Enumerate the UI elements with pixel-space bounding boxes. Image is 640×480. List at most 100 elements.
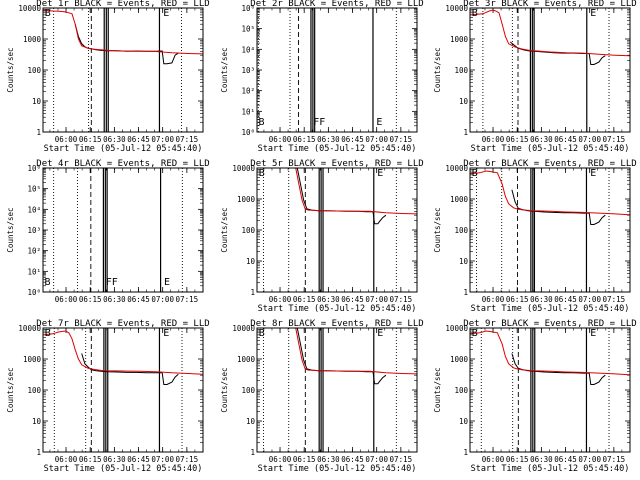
- y-tick-label: 1000: [450, 35, 469, 44]
- y-tick-label: 100: [241, 386, 255, 395]
- x-tick-label: 06:00: [55, 455, 78, 464]
- panel-det-9: Det 9r BLACK = Events, RED = LLD Counts/s…: [433, 319, 637, 474]
- y-tick-label: 100: [454, 386, 468, 395]
- y-axis-label: Counts/sec: [6, 47, 15, 92]
- marker-label: B: [44, 277, 50, 288]
- marker-label: E: [163, 328, 169, 339]
- x-tick-label: 06:00: [269, 135, 292, 144]
- panel-title: Det 9r BLACK = Events, RED = LLD: [463, 319, 636, 329]
- plot-frame: [42, 167, 204, 293]
- marker-label: B: [472, 328, 478, 339]
- series-lld-line: [42, 330, 203, 375]
- plot-frame: [42, 7, 204, 133]
- y-tick-label: 10: [459, 417, 469, 426]
- y-tick-label: 1: [250, 288, 255, 297]
- x-tick-label: 06:45: [341, 295, 364, 304]
- series-lld-line: [469, 9, 630, 57]
- x-axis-label: Start Time (05-Jul-12 05:45:40): [258, 144, 417, 154]
- panel-title: Det 5r BLACK = Events, RED = LLD: [250, 159, 423, 169]
- panel-title: Det 6r BLACK = Events, RED = LLD: [463, 159, 636, 169]
- marker-label: E: [590, 168, 596, 179]
- series-events-line: [81, 353, 179, 385]
- y-tick-label: 10: [246, 257, 256, 266]
- x-tick-label: 07:15: [176, 295, 199, 304]
- x-tick-label: 07:15: [603, 455, 626, 464]
- x-tick-label: 06:15: [293, 455, 316, 464]
- y-tick-label: 10000: [232, 324, 255, 333]
- x-tick-label: 06:15: [293, 295, 316, 304]
- series-lld-line: [295, 327, 417, 375]
- marker-label: FF: [106, 277, 118, 288]
- y-axis-label: Counts/sec: [220, 207, 229, 252]
- x-tick-label: 07:00: [365, 135, 388, 144]
- x-tick-label: 07:00: [578, 135, 601, 144]
- plot-frame: [469, 7, 631, 133]
- y-axis-label: Counts/sec: [6, 207, 15, 252]
- y-tick-label: 1: [463, 448, 468, 457]
- x-axis-label: Start Time (05-Jul-12 05:45:40): [258, 304, 417, 314]
- x-tick-label: 06:45: [127, 135, 150, 144]
- marker-label: B: [259, 168, 265, 179]
- y-tick-label: 10⁴: [27, 205, 41, 214]
- y-tick-label: 10⁴: [241, 45, 255, 54]
- panel-title: Det 3r BLACK = Events, RED = LLD: [463, 0, 636, 9]
- x-tick-label: 07:00: [151, 295, 174, 304]
- series-lld-line: [42, 9, 203, 55]
- y-tick-label: 10¹: [27, 267, 41, 276]
- y-tick-label: 10000: [445, 164, 468, 173]
- y-tick-label: 100: [27, 386, 41, 395]
- x-axis-label: Start Time (05-Jul-12 05:45:40): [44, 144, 203, 154]
- x-tick-label: 06:00: [269, 295, 292, 304]
- x-tick-label: 06:30: [530, 295, 553, 304]
- y-tick-label: 1: [250, 448, 255, 457]
- y-tick-label: 1000: [237, 355, 256, 364]
- x-tick-label: 07:15: [603, 135, 626, 144]
- x-tick-label: 07:15: [390, 455, 413, 464]
- plot-frame: [469, 167, 631, 293]
- x-tick-label: 07:15: [176, 455, 199, 464]
- x-axis-label: Start Time (05-Jul-12 05:45:40): [471, 304, 630, 314]
- x-tick-label: 06:45: [341, 455, 364, 464]
- y-tick-label: 10³: [27, 226, 41, 235]
- y-tick-label: 1: [36, 128, 41, 137]
- marker-label: E: [377, 168, 383, 179]
- marker-label: E: [590, 328, 596, 339]
- series-lld-line: [295, 167, 417, 215]
- y-tick-label: 10¹: [241, 107, 255, 116]
- marker-label: B: [45, 328, 51, 339]
- panel-det-5: Det 5r BLACK = Events, RED = LLD Counts/s…: [220, 159, 424, 314]
- x-tick-label: 07:00: [151, 455, 174, 464]
- x-axis-label: Start Time (05-Jul-12 05:45:40): [471, 144, 630, 154]
- panel-title: Det 7r BLACK = Events, RED = LLD: [36, 319, 209, 329]
- y-tick-label: 10000: [18, 324, 41, 333]
- y-tick-label: 10000: [18, 4, 41, 13]
- x-tick-label: 07:00: [365, 455, 388, 464]
- x-tick-label: 06:15: [506, 455, 529, 464]
- panel-title: Det 2r BLACK = Events, RED = LLD: [250, 0, 423, 9]
- x-tick-label: 06:00: [482, 135, 505, 144]
- y-tick-label: 10²: [27, 247, 41, 256]
- x-tick-label: 06:30: [530, 455, 553, 464]
- y-tick-label: 10000: [445, 4, 468, 13]
- panel-title: Det 8r BLACK = Events, RED = LLD: [250, 319, 423, 329]
- x-tick-label: 06:00: [55, 295, 78, 304]
- x-tick-label: 07:00: [151, 135, 174, 144]
- x-axis-label: Start Time (05-Jul-12 05:45:40): [258, 464, 417, 474]
- panel-det-3: Det 3r BLACK = Events, RED = LLD Counts/s…: [433, 0, 637, 154]
- panel-det-8: Det 8r BLACK = Events, RED = LLD Counts/s…: [220, 319, 424, 474]
- y-tick-label: 1: [463, 128, 468, 137]
- y-tick-label: 1000: [23, 355, 42, 364]
- y-tick-label: 10: [32, 417, 42, 426]
- y-tick-label: 10000: [445, 324, 468, 333]
- marker-label: E: [163, 8, 169, 19]
- marker-label: B: [45, 8, 51, 19]
- y-axis-label: Counts/sec: [433, 207, 442, 252]
- y-tick-label: 10⁵: [241, 25, 255, 34]
- y-tick-label: 100: [454, 226, 468, 235]
- x-tick-label: 06:00: [55, 135, 78, 144]
- x-tick-label: 06:30: [317, 135, 340, 144]
- panel-det-4: Det 4r BLACK = Events, RED = LLD Counts/s…: [6, 159, 210, 304]
- y-tick-label: 100: [241, 226, 255, 235]
- x-tick-label: 06:15: [79, 135, 102, 144]
